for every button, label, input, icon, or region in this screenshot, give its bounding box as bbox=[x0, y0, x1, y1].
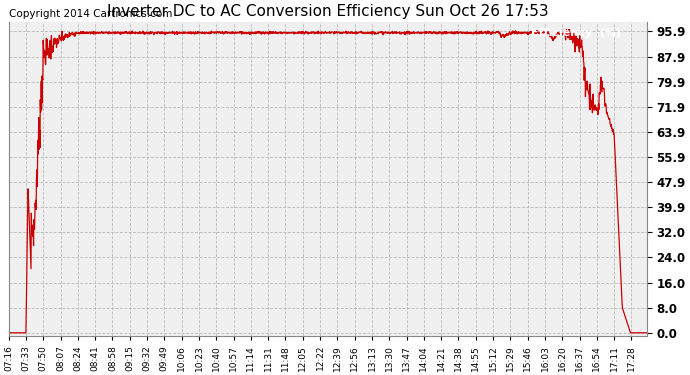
Text: Copyright 2014 Cartronics.com: Copyright 2014 Cartronics.com bbox=[9, 9, 172, 19]
Title: Inverter DC to AC Conversion Efficiency Sun Oct 26 17:53: Inverter DC to AC Conversion Efficiency … bbox=[107, 4, 549, 19]
